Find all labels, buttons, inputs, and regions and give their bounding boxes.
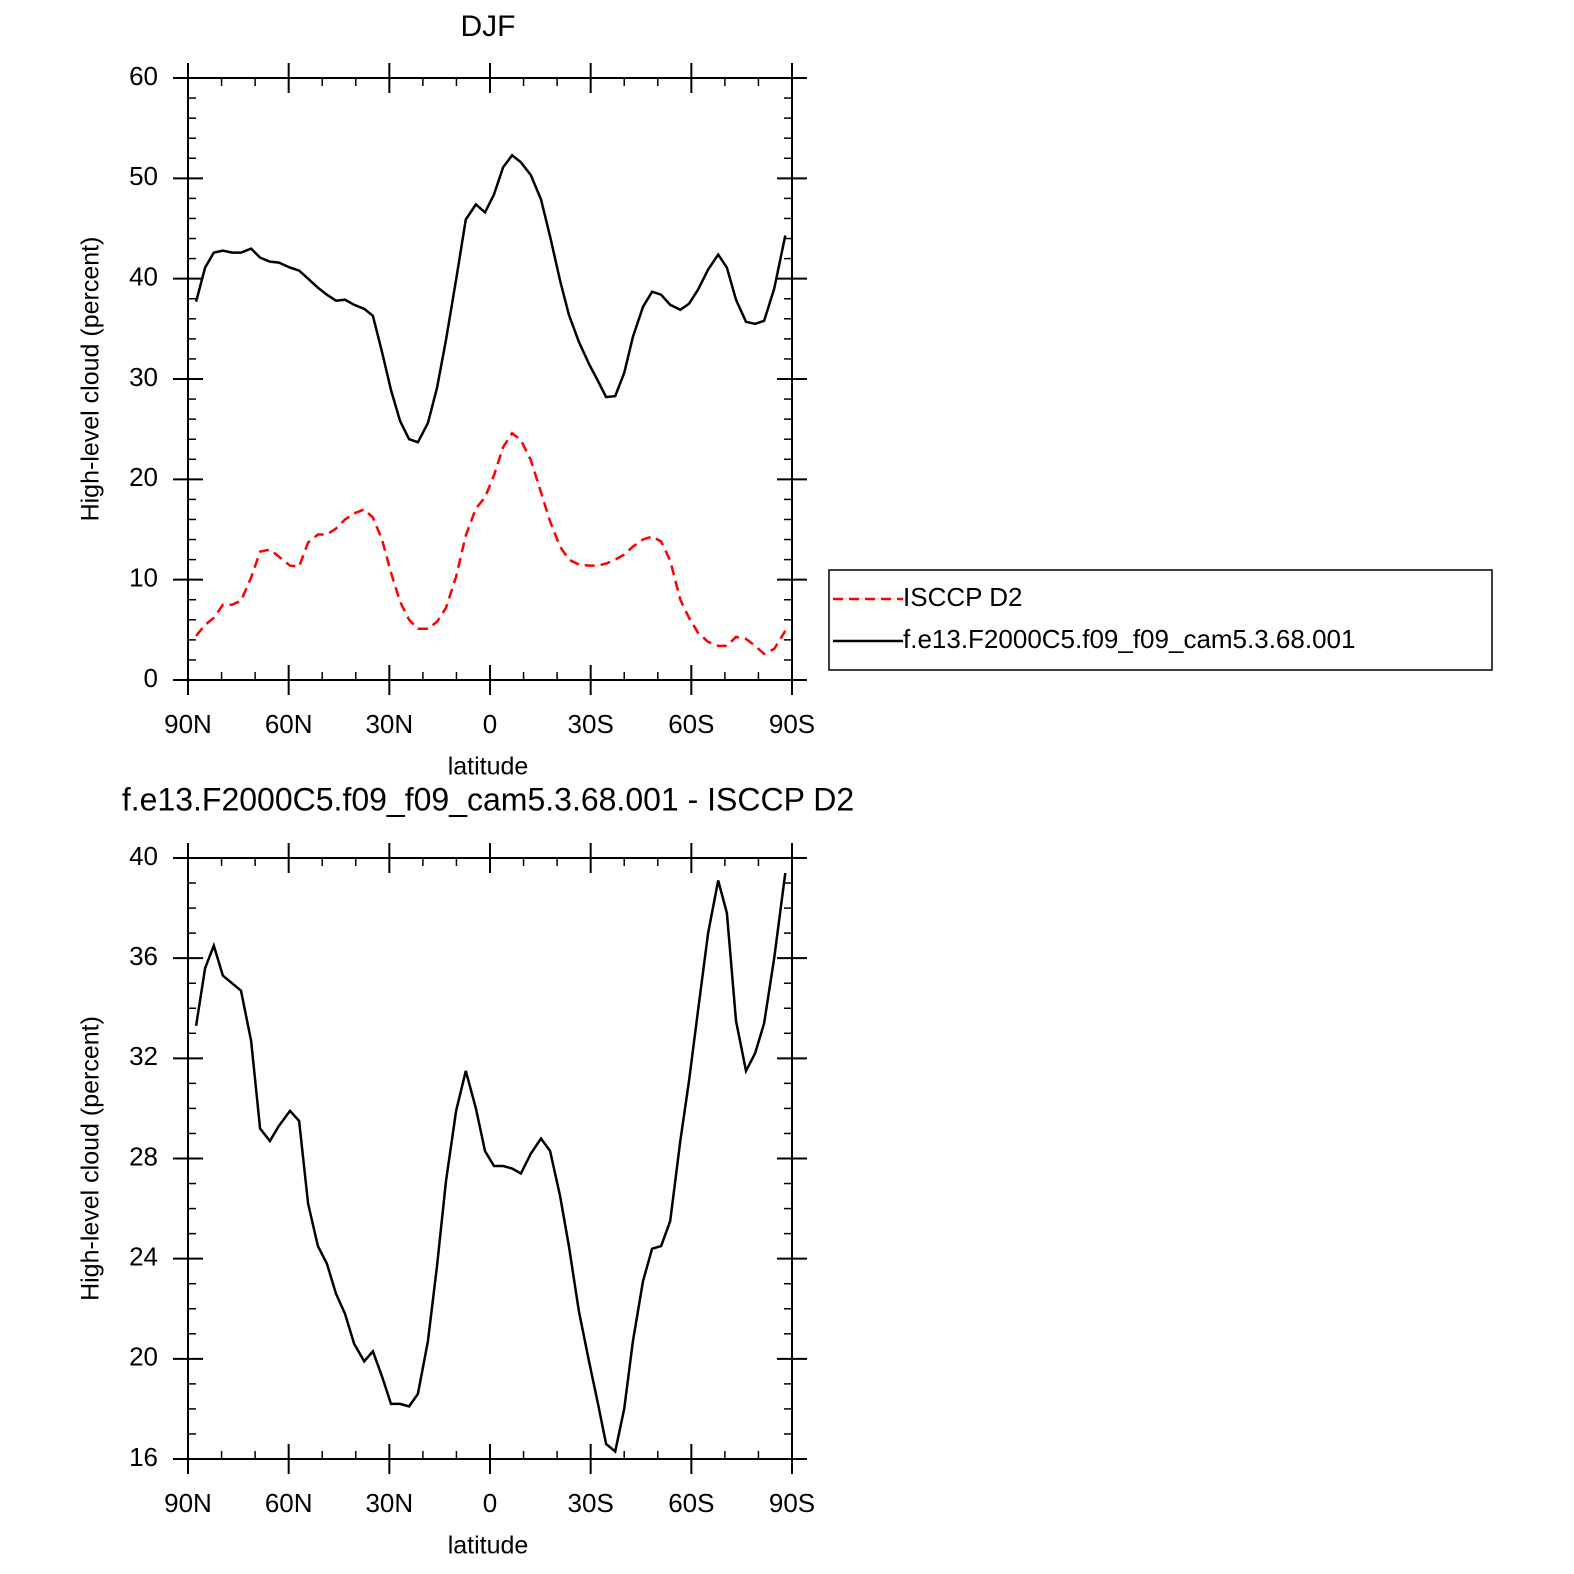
x-tick-label: 30S <box>568 1488 614 1518</box>
x-tick-label: 60S <box>668 709 714 739</box>
plot-frame <box>187 77 793 681</box>
y-tick-label: 0 <box>144 663 158 693</box>
x-axis-label: latitude <box>448 753 529 781</box>
legend-box <box>828 569 1493 671</box>
x-tick-label: 90N <box>164 709 212 739</box>
chart-title: f.e13.F2000C5.f09_f09_cam5.3.68.001 - IS… <box>122 781 854 817</box>
y-tick-label: 24 <box>129 1242 158 1272</box>
y-tick-label: 40 <box>129 841 158 871</box>
x-tick-label: 0 <box>483 1488 497 1518</box>
data-line <box>194 153 787 444</box>
x-tick-label: 60S <box>668 1488 714 1518</box>
y-tick-label: 16 <box>129 1442 158 1472</box>
y-tick-label: 32 <box>129 1041 158 1071</box>
x-tick-label: 30S <box>568 709 614 739</box>
x-tick-label: 60N <box>265 1488 313 1518</box>
data-line <box>195 431 787 656</box>
y-axis-label: High-level cloud (percent) <box>77 1016 105 1301</box>
x-tick-label: 90S <box>769 709 815 739</box>
y-tick-label: 40 <box>129 262 158 292</box>
legend-label: ISCCP D2 <box>903 582 1022 612</box>
y-tick-label: 36 <box>129 941 158 971</box>
y-tick-label: 30 <box>129 362 158 392</box>
chart-title: DJF <box>461 10 516 43</box>
y-tick-label: 28 <box>129 1141 158 1171</box>
y-tick-label: 50 <box>129 161 158 191</box>
x-tick-label: 30N <box>365 709 413 739</box>
x-tick-label: 60N <box>265 709 313 739</box>
y-tick-label: 20 <box>129 462 158 492</box>
y-axis-label: High-level cloud (percent) <box>77 237 105 522</box>
y-tick-label: 20 <box>129 1342 158 1372</box>
x-tick-label: 0 <box>483 709 497 739</box>
x-tick-label: 90N <box>164 1488 212 1518</box>
y-tick-label: 10 <box>129 563 158 593</box>
x-axis-label: latitude <box>448 1532 529 1560</box>
x-tick-label: 90S <box>769 1488 815 1518</box>
y-tick-label: 60 <box>129 61 158 91</box>
x-tick-label: 30N <box>365 1488 413 1518</box>
data-line <box>194 872 787 1454</box>
legend-label: f.e13.F2000C5.f09_f09_cam5.3.68.001 <box>903 624 1355 654</box>
